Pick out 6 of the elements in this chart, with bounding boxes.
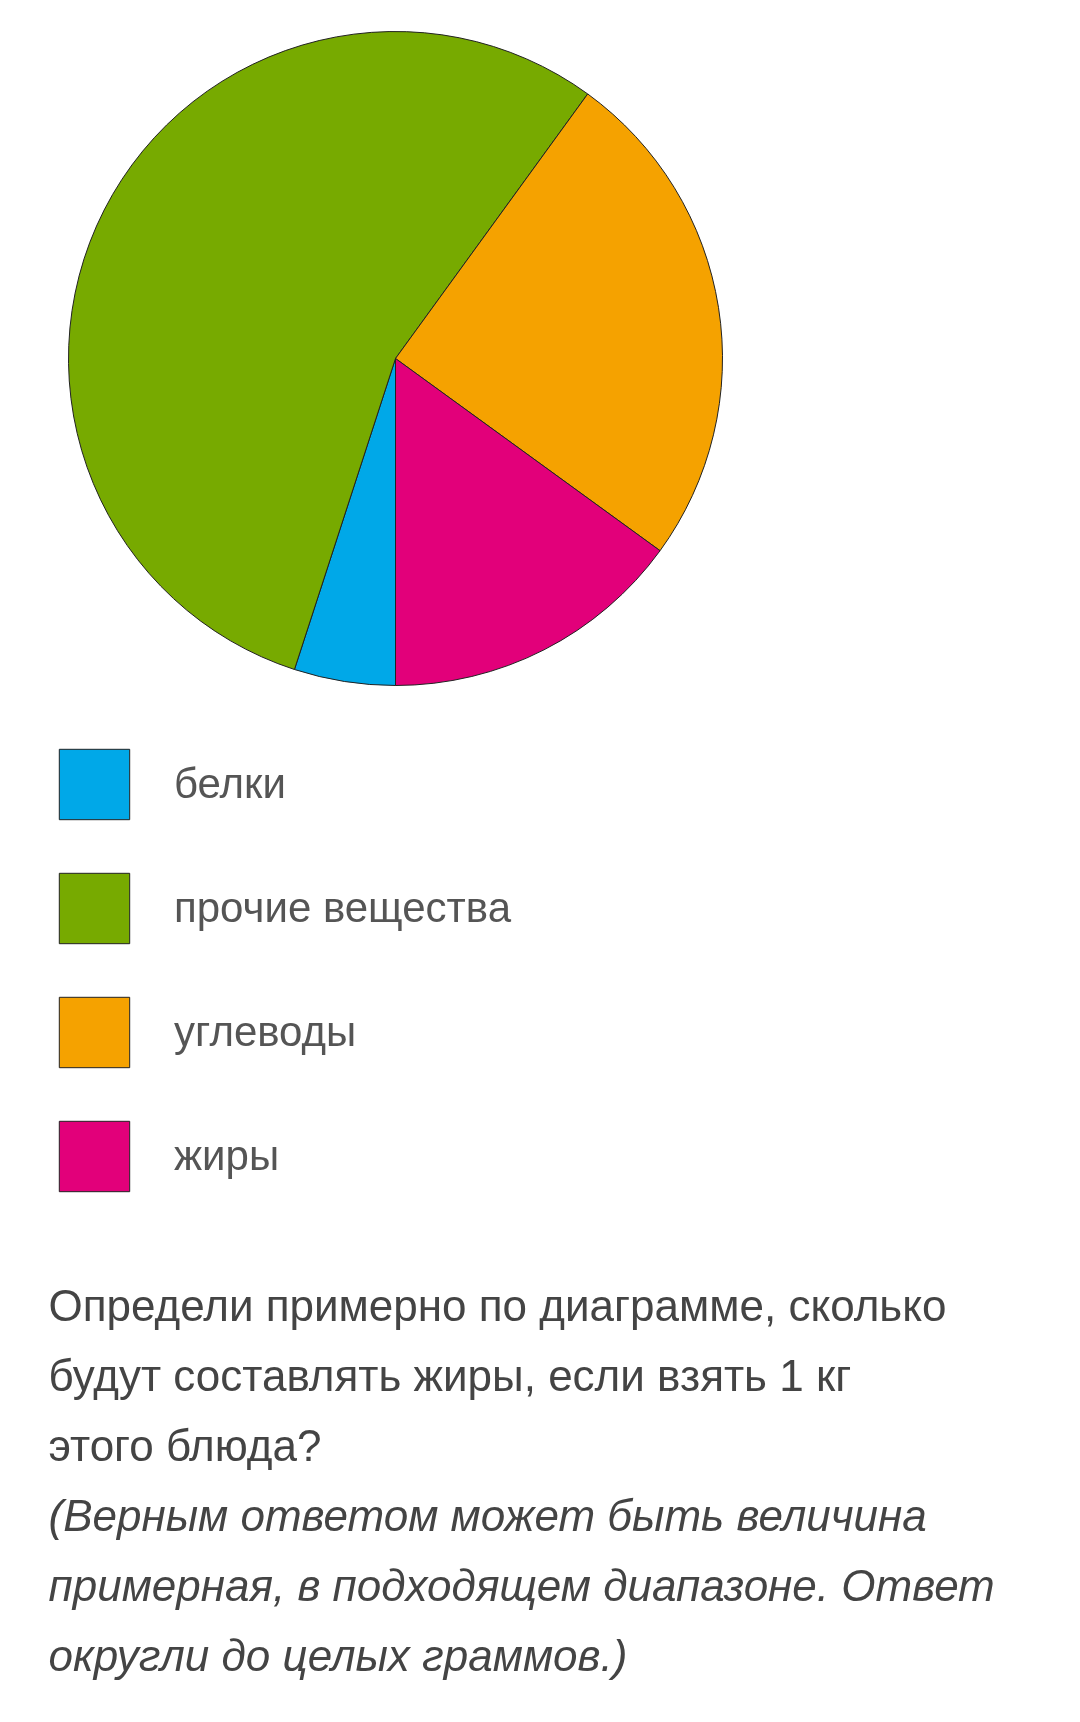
legend-label: прочие вещества (174, 884, 511, 932)
text: Определи примерно по диаграмме, сколько будут составлять жиры, если взять 1 кг этого блюда? (48, 1281, 947, 1470)
legend-label: жиры (174, 1132, 280, 1180)
text: (Верным ответом может быть величина примерная, в подходящем диапазоне. Ответ округли до целых граммов.) (48, 1491, 995, 1680)
legend-label: углеводы (174, 1008, 357, 1056)
legend-label: белки (174, 760, 286, 808)
